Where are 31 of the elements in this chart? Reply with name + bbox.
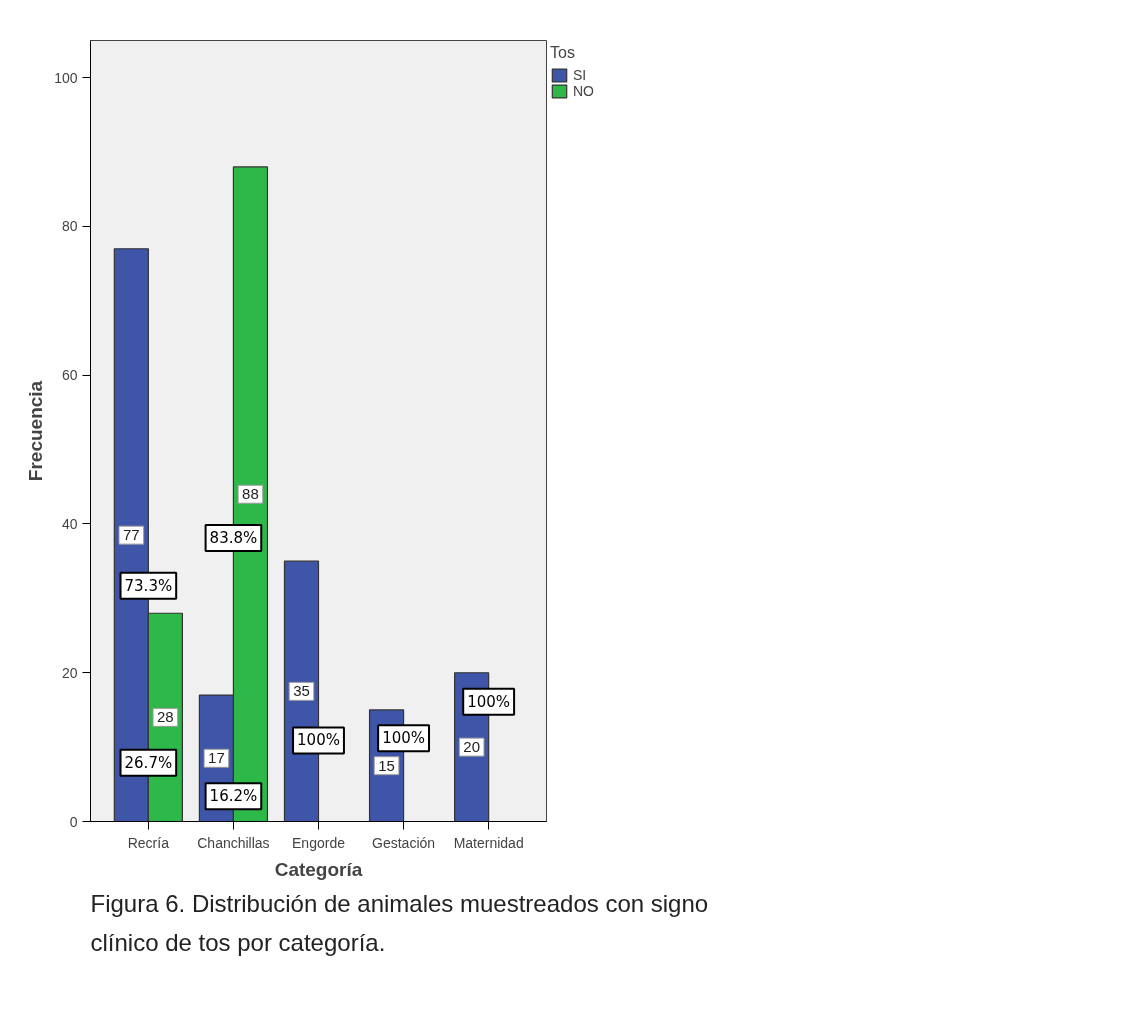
x-axis-title: Categoría bbox=[274, 858, 363, 880]
annotation: 100% bbox=[297, 731, 340, 750]
x-tick-label: Recría bbox=[127, 834, 170, 851]
data-label: 35 bbox=[293, 682, 310, 700]
legend-label: SI bbox=[573, 67, 588, 83]
x-tick-label: Chanchillas bbox=[197, 834, 270, 851]
text: Figura 6. Distribución de animales muestreados con signo clínico de tos por categoría. bbox=[90, 889, 709, 956]
x-tick-label: Maternidad bbox=[453, 834, 524, 851]
data-label: 20 bbox=[463, 738, 480, 756]
data-label: 28 bbox=[157, 708, 174, 726]
data-label: 15 bbox=[378, 756, 395, 774]
y-tick-label: 80 bbox=[61, 218, 78, 235]
annotation: 26.7% bbox=[124, 753, 173, 772]
legend-title: Tos bbox=[550, 44, 576, 62]
y-tick-label: 0 bbox=[69, 813, 78, 830]
data-label: 88 bbox=[242, 485, 259, 503]
y-tick-label: 60 bbox=[61, 367, 78, 384]
data-label: 77 bbox=[122, 526, 140, 544]
annotation: 100% bbox=[467, 692, 511, 711]
y-tick-label: 20 bbox=[61, 664, 78, 681]
annotation: 100% bbox=[382, 729, 426, 748]
x-tick-label: Gestación bbox=[372, 834, 436, 851]
y-axis-title: Frecuencia bbox=[25, 380, 47, 482]
y-tick-label: 40 bbox=[61, 515, 78, 532]
y-tick-label: 100 bbox=[54, 69, 78, 86]
legend-label: NO bbox=[573, 83, 594, 99]
annotation: 16.2% bbox=[209, 787, 258, 806]
annotation: 73.3% bbox=[124, 576, 173, 595]
data-label: 17 bbox=[208, 749, 225, 767]
annotation: 83.8% bbox=[209, 529, 258, 548]
x-tick-label: Engorde bbox=[292, 834, 346, 851]
